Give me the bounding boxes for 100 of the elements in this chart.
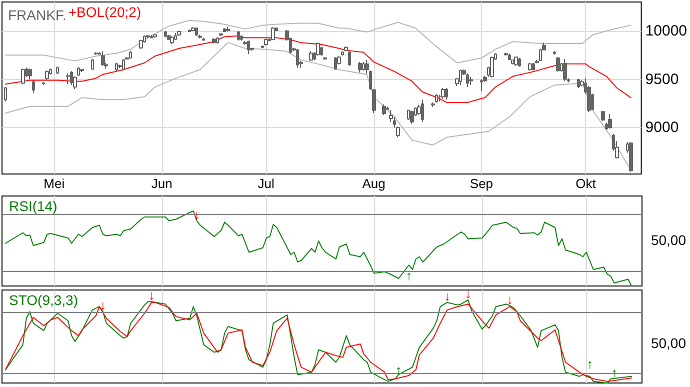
annotation: ↓ xyxy=(194,206,200,222)
candlestick xyxy=(480,78,483,92)
candlestick xyxy=(80,68,84,73)
candlestick xyxy=(122,58,125,72)
annotation: ↓ xyxy=(444,288,450,304)
candlestick xyxy=(296,48,299,68)
candlestick xyxy=(66,73,70,85)
candlestick xyxy=(362,61,365,72)
candlestick xyxy=(226,26,230,32)
candlestick xyxy=(358,61,362,74)
annotation: ↑ xyxy=(395,362,402,378)
candlestick xyxy=(240,34,243,42)
candlestick xyxy=(21,68,25,85)
y-tick-label: 9500 xyxy=(645,70,679,88)
candlestick xyxy=(431,102,435,108)
candlestick xyxy=(407,109,410,120)
candlestick xyxy=(504,52,508,56)
candlestick xyxy=(264,38,268,46)
x-tick-label: Mei xyxy=(44,176,65,191)
candlestick xyxy=(435,94,438,103)
x-tick-label: Sep xyxy=(470,176,494,191)
candlestick xyxy=(28,68,32,80)
annotation: ↑ xyxy=(406,268,412,283)
candlestick xyxy=(115,62,118,72)
candlestick xyxy=(91,58,94,70)
candlestick xyxy=(174,32,177,41)
candlestick xyxy=(45,70,49,81)
candlestick xyxy=(577,78,580,88)
candlestick xyxy=(323,56,327,60)
candlestick xyxy=(271,26,275,41)
candlestick xyxy=(77,66,80,76)
series-label: STO(9,3,3) xyxy=(9,292,78,308)
annotation: ↑ xyxy=(610,365,618,380)
candlestick xyxy=(528,62,532,72)
annotation: ↑ xyxy=(586,356,594,372)
candlestick xyxy=(219,32,223,37)
candlestick xyxy=(469,76,473,86)
candlestick xyxy=(445,88,448,100)
x-tick-label: Jun xyxy=(151,176,172,191)
candlestick xyxy=(508,53,511,60)
candlestick xyxy=(341,50,344,56)
candlestick xyxy=(150,34,153,39)
text: 50,00 xyxy=(650,335,686,351)
chart-title: FRANKF. xyxy=(8,7,66,23)
candlestick xyxy=(195,27,198,36)
candlestick xyxy=(177,30,181,36)
candlestick xyxy=(70,70,73,86)
candlestick xyxy=(202,37,205,42)
candlestick xyxy=(188,29,191,32)
y-tick-label: 10000 xyxy=(645,22,688,40)
candlestick xyxy=(421,99,424,122)
candlestick xyxy=(382,104,386,116)
y-tick-label: 9000 xyxy=(645,119,679,136)
candlestick xyxy=(129,50,132,60)
candlestick xyxy=(216,36,219,44)
candlestick xyxy=(629,142,633,172)
candlestick xyxy=(32,80,35,94)
candlestick xyxy=(490,56,494,78)
candlestick xyxy=(320,46,323,56)
line-series xyxy=(4,20,632,64)
candlestick xyxy=(556,56,560,72)
candlestick xyxy=(459,69,462,86)
annotation: ↓ xyxy=(100,298,106,313)
candlestick xyxy=(532,62,535,72)
candlestick xyxy=(344,46,348,52)
candlestick xyxy=(441,88,445,100)
line-series xyxy=(4,35,632,103)
candlestick xyxy=(410,110,414,124)
candlestick xyxy=(56,66,59,74)
candlestick xyxy=(170,36,174,45)
candlestick xyxy=(563,58,567,82)
candlestick xyxy=(601,110,605,122)
candlestick xyxy=(316,42,320,56)
x-tick-label: Aug xyxy=(362,176,386,191)
candlestick xyxy=(42,82,45,86)
candlestick xyxy=(261,44,264,48)
annotation: ↓ xyxy=(464,286,472,301)
text: +BOL(20;2) xyxy=(68,4,142,20)
text: 50,00 xyxy=(650,232,686,248)
candlestick xyxy=(535,59,539,64)
candlestick xyxy=(518,58,521,68)
candlestick xyxy=(153,34,157,38)
candlestick xyxy=(348,50,351,66)
candlestick xyxy=(4,86,7,102)
candlestick xyxy=(237,30,240,42)
candlestick xyxy=(139,40,143,50)
candlestick xyxy=(365,59,369,74)
candlestick xyxy=(146,34,150,39)
x-tick-label: Jul xyxy=(258,176,274,191)
candlestick xyxy=(608,114,612,130)
candlestick xyxy=(164,30,167,38)
x-tick-label: Okt xyxy=(576,176,596,191)
candlestick xyxy=(101,50,105,66)
candlestick xyxy=(466,73,469,88)
annotation: ↓ xyxy=(506,292,514,307)
candlestick xyxy=(514,56,518,66)
candlestick xyxy=(309,50,313,62)
candlestick xyxy=(212,38,216,44)
annotation: ↓ xyxy=(148,288,155,303)
candlestick xyxy=(94,52,98,56)
